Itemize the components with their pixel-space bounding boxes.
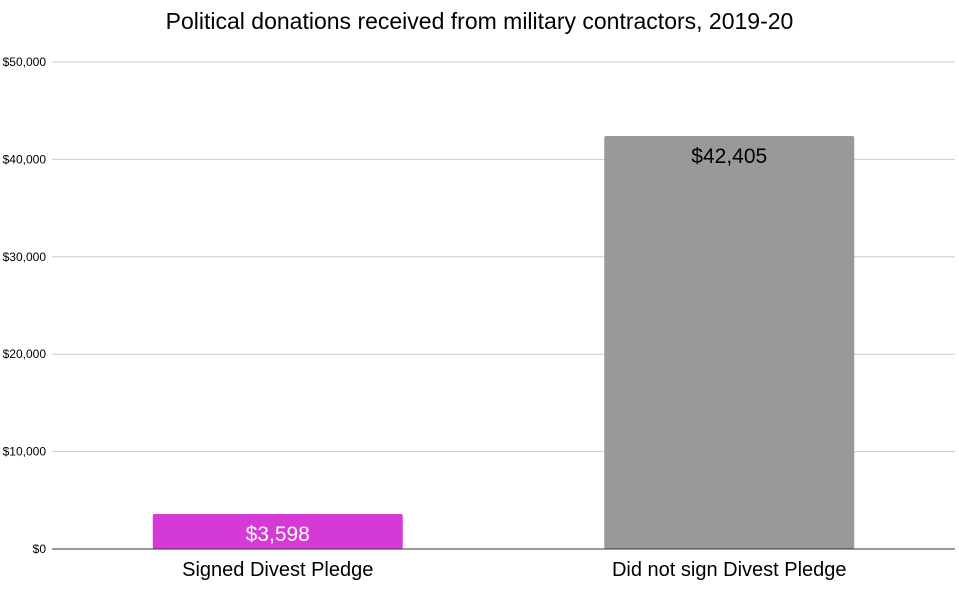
category-labels: Signed Divest Pledge Did not sign Divest … bbox=[182, 559, 846, 581]
y-tick-label: $20,000 bbox=[3, 347, 47, 361]
data-label: $3,598 bbox=[246, 523, 310, 546]
chart-title: Political donations received from milita… bbox=[165, 8, 794, 34]
y-tick-label: $0 bbox=[33, 542, 47, 556]
category-label: Did not sign Divest Pledge bbox=[612, 559, 847, 581]
y-tick-label: $30,000 bbox=[3, 250, 47, 264]
y-tick-label: $40,000 bbox=[3, 152, 47, 166]
category-label: Signed Divest Pledge bbox=[182, 559, 373, 581]
data-label: $42,405 bbox=[691, 145, 767, 168]
bar bbox=[152, 513, 403, 549]
data-labels: $3,598 $42,405 bbox=[246, 145, 768, 546]
y-tick-label: $10,000 bbox=[3, 445, 47, 459]
y-axis-tick-labels: $0 $10,000 $20,000 $30,000 $40,000 $50,000 bbox=[3, 55, 47, 556]
bars bbox=[152, 135, 855, 550]
bar bbox=[604, 135, 855, 550]
y-tick-label: $50,000 bbox=[3, 55, 47, 69]
